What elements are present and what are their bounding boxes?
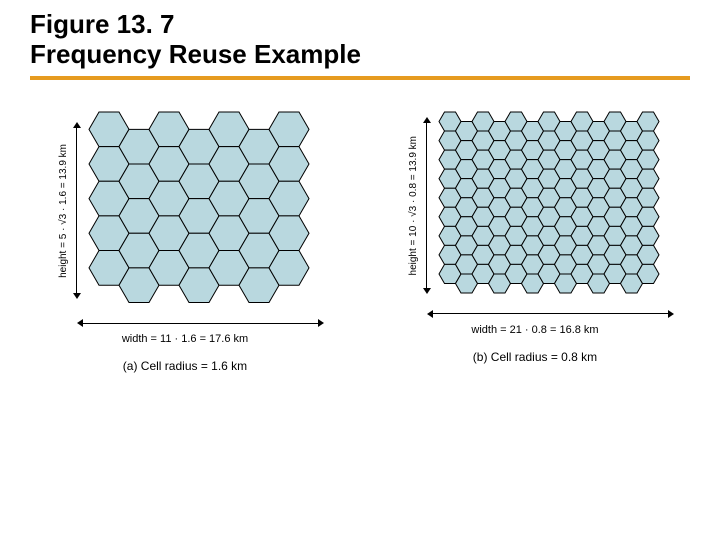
panel-a: height = 5 · √3 · 1.6 = 13.9 km width = …: [47, 110, 324, 374]
panel-a-horizontal-arrow: [77, 319, 324, 327]
panel-a-vertical-arrow: [73, 122, 81, 299]
hex-cell: [637, 245, 659, 264]
panel-a-hexgrid-svg: [87, 110, 313, 307]
panel-b-vertical-arrow: [423, 117, 431, 294]
hex-cell: [637, 131, 659, 150]
panel-b-harrow-shaft: [433, 313, 668, 314]
panel-b-caption: (b) Cell radius = 0.8 km: [473, 350, 597, 364]
panel-a-hexgrid: [87, 110, 313, 312]
panel-b-varrow-shaft: [426, 123, 427, 288]
panel-a-harrow-shaft: [83, 323, 318, 324]
title-line-1: Figure 13. 7: [30, 10, 690, 40]
panel-a-width-label: width = 11 · 1.6 = 17.6 km: [122, 333, 248, 345]
title-line-2: Frequency Reuse Example: [30, 40, 690, 70]
panel-a-varrow-shaft: [76, 128, 77, 293]
title-underline: [30, 76, 690, 80]
panel-b-horizontal-arrow: [427, 310, 674, 318]
panel-a-height-label: height = 5 · √3 · 1.6 = 13.9 km: [58, 144, 69, 278]
hex-cell: [637, 150, 659, 169]
hex-cell: [637, 169, 659, 188]
panel-b: height = 10 · √3 · 0.8 = 13.9 km width =…: [397, 110, 674, 364]
panels-container: height = 5 · √3 · 1.6 = 13.9 km width = …: [0, 110, 720, 374]
panel-b-hexgrid-svg: [437, 110, 663, 297]
hex-cell: [637, 264, 659, 283]
panel-b-hexgrid: [437, 110, 663, 302]
figure-title: Figure 13. 7 Frequency Reuse Example: [0, 0, 720, 70]
panel-a-caption: (a) Cell radius = 1.6 km: [123, 359, 247, 373]
hex-cell: [637, 226, 659, 245]
hex-cell: [637, 188, 659, 207]
hex-cell: [637, 207, 659, 226]
panel-b-height-label: height = 10 · √3 · 0.8 = 13.9 km: [408, 136, 419, 275]
hex-cell: [637, 112, 659, 131]
panel-b-width-label: width = 21 · 0.8 = 16.8 km: [471, 324, 598, 336]
